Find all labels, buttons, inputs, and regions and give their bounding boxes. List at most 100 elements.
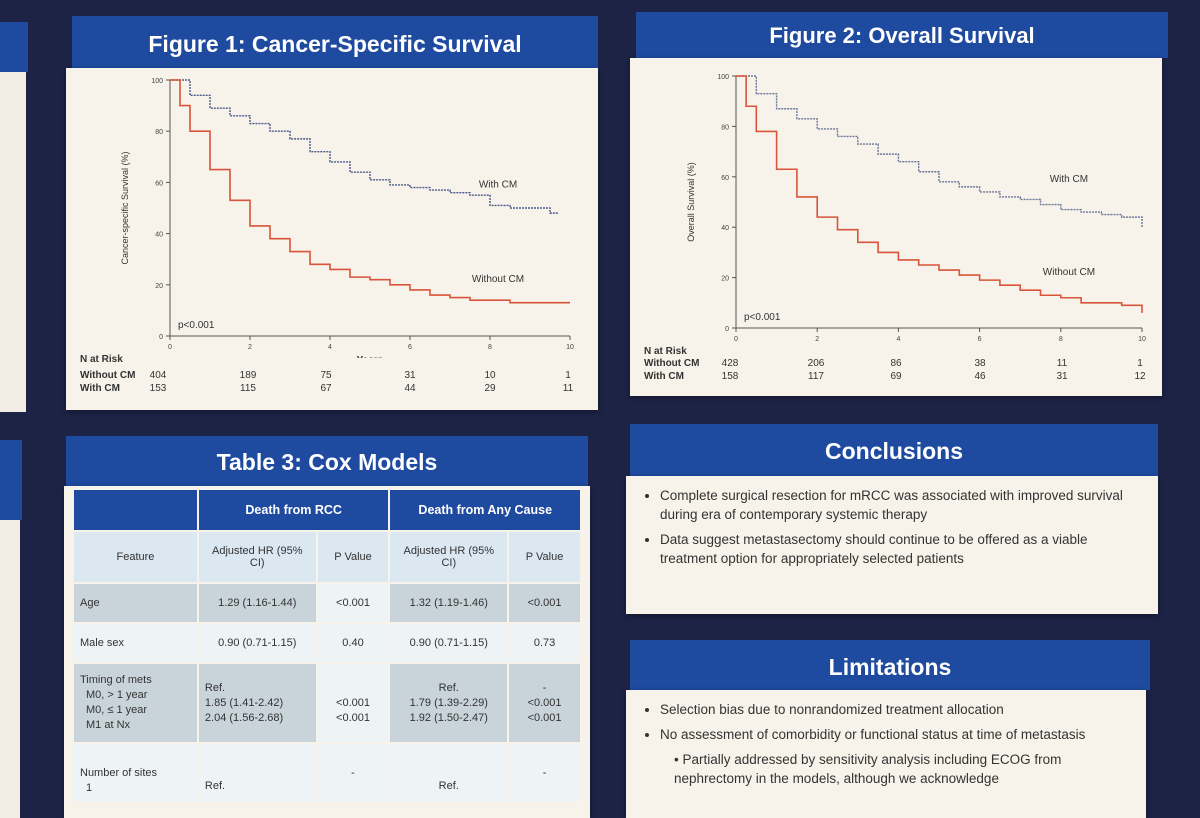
y-tick-label: 100 (717, 74, 729, 81)
y-tick-label: 20 (721, 276, 729, 283)
limitations-header: Limitations (630, 640, 1150, 690)
table3-feature-timing: Timing of mets M0, > 1 year M0, ≤ 1 year… (72, 662, 199, 744)
with-cm-curve (170, 79, 558, 214)
risk-value: 67 (320, 383, 332, 394)
table3-cell: Ref. (196, 742, 318, 804)
risk-value: 117 (808, 371, 824, 382)
y-axis-label: Cancer-specific Survival (%) (120, 151, 130, 264)
x-tick-label: 8 (1059, 336, 1063, 343)
left-panel-header-edge (0, 22, 28, 72)
risk-value: 46 (974, 371, 986, 382)
timing-p: - (542, 681, 547, 694)
risk-value: 11 (562, 383, 574, 394)
risk-value: 1 (565, 370, 571, 381)
timing-hr: Ref. (438, 681, 459, 694)
y-tick-label: 100 (151, 78, 163, 85)
timing-hr: 1.79 (1.39-2.29) (409, 696, 488, 709)
limitations-title: Limitations (828, 654, 952, 680)
y-tick-label: 60 (155, 180, 163, 187)
timing-hr: 1.85 (1.41-2.42) (204, 696, 284, 709)
conclusions-list: Complete surgical resection for mRCC was… (640, 486, 1140, 574)
risk-value: 75 (320, 370, 332, 381)
timing-p: <0.001 (527, 711, 562, 724)
risk-value: 31 (404, 370, 416, 381)
table3-cell: Ref. 1.85 (1.41-2.42) 2.04 (1.56-2.68) (196, 662, 318, 744)
timing-hr: 2.04 (1.56-2.68) (204, 711, 284, 724)
x-tick-label: 0 (734, 336, 738, 343)
table3-cell: - <0.001 <0.001 (507, 662, 582, 744)
risk-value: 1 (1137, 358, 1143, 369)
figure1-header: Figure 1: Cancer-Specific Survival (72, 16, 598, 68)
left-panel-header-edge-2 (0, 440, 22, 520)
risk-row-label: Without CM (80, 370, 136, 381)
x-tick-label: 10 (566, 344, 574, 351)
x-tick-label: 0 (168, 344, 172, 351)
timing-label: Timing of mets (80, 674, 152, 686)
risk-value: 158 (721, 371, 739, 382)
table3-cell: - (315, 742, 391, 804)
x-tick-label: 4 (328, 344, 332, 351)
table3-feature-sex: Male sex (72, 622, 199, 664)
timing-sub: M0, ≤ 1 year (86, 704, 148, 716)
limitation-sub-text: Partially addressed by sensitivity analy… (674, 752, 1062, 786)
y-tick-label: 40 (155, 232, 163, 239)
timing-p: <0.001 (527, 696, 562, 709)
y-tick-label: 80 (155, 129, 163, 136)
timing-p: <0.001 (336, 696, 370, 709)
table-row: Timing of mets M0, > 1 year M0, ≤ 1 year… (72, 662, 582, 744)
x-tick-label: 6 (408, 344, 412, 351)
y-tick-label: 0 (725, 326, 729, 333)
table3-header: Table 3: Cox Models (66, 436, 588, 486)
cox-table: Death from RCC Death from Any Cause Feat… (72, 488, 582, 804)
risk-value: 12 (1134, 371, 1146, 382)
table3-cell: - (507, 742, 582, 804)
table-row: Number of sites 1 Ref. - Ref. - (72, 742, 582, 804)
risk-value: 29 (484, 383, 496, 394)
risk-value: 428 (721, 358, 739, 369)
risk-row-label: With CM (644, 371, 684, 382)
risk-value: 31 (1056, 371, 1068, 382)
table3-group-rcc: Death from RCC (196, 488, 391, 532)
risk-value: 38 (974, 358, 986, 369)
table3-cell: Ref. (388, 742, 510, 804)
conclusions-title: Conclusions (824, 438, 963, 464)
figure1-title: Figure 1: Cancer-Specific Survival (148, 31, 522, 57)
figure1-risk-table: N at Risk Without CM 404 189 75 31 10 1 With CM… (66, 354, 598, 410)
without-cm-label: Without CM (1043, 267, 1095, 278)
sites-sub: 1 (86, 782, 93, 794)
conclusion-bullet: Complete surgical resection for mRCC was… (660, 486, 1140, 524)
risk-value: 153 (149, 383, 167, 394)
limitation-sub-bullet: • Partially addressed by sensitivity ana… (674, 752, 1062, 786)
table3-cell: 0.90 (0.71-1.15) (196, 622, 318, 664)
y-tick-label: 0 (159, 334, 163, 341)
timing-p: <0.001 (336, 711, 370, 724)
conclusion-bullet: Data suggest metastasectomy should conti… (660, 530, 1140, 568)
x-tick-label: 6 (978, 336, 982, 343)
table3-panel: Death from RCC Death from Any Cause Feat… (64, 486, 590, 818)
risk-value: 11 (1056, 358, 1068, 369)
without-cm-label: Without CM (472, 274, 524, 285)
timing-sub: M0, > 1 year (86, 689, 148, 701)
y-tick-label: 80 (721, 124, 729, 131)
table3-group-any: Death from Any Cause (388, 488, 582, 532)
table3-cell: <0.001 <0.001 (315, 662, 391, 744)
table3-corner (72, 488, 199, 532)
table3-col-feature: Feature (72, 530, 199, 584)
figure1-risk-header: N at Risk (80, 354, 123, 365)
table3-cell: 0.73 (507, 622, 582, 664)
timing-hr: Ref. (204, 681, 226, 694)
sites-label: Number of sites (80, 767, 158, 779)
y-tick-label: 60 (721, 175, 729, 182)
table3-cell: 1.32 (1.19-1.46) (388, 582, 510, 624)
p-value-label: p<0.001 (178, 320, 215, 331)
with-cm-curve (736, 75, 1143, 228)
table3-feature-age: Age (72, 582, 199, 624)
figure2-risk-table: N at Risk Without CM 428 206 86 38 11 1 With CM… (630, 344, 1162, 396)
x-tick-label: 4 (896, 336, 900, 343)
table3-cell: 0.90 (0.71-1.15) (388, 622, 510, 664)
table3-feature-sites: Number of sites 1 (72, 742, 199, 804)
left-panel-edge-bottom (0, 520, 20, 818)
x-tick-label: 8 (488, 344, 492, 351)
conclusions-panel: Complete surgical resection for mRCC was… (626, 476, 1158, 614)
